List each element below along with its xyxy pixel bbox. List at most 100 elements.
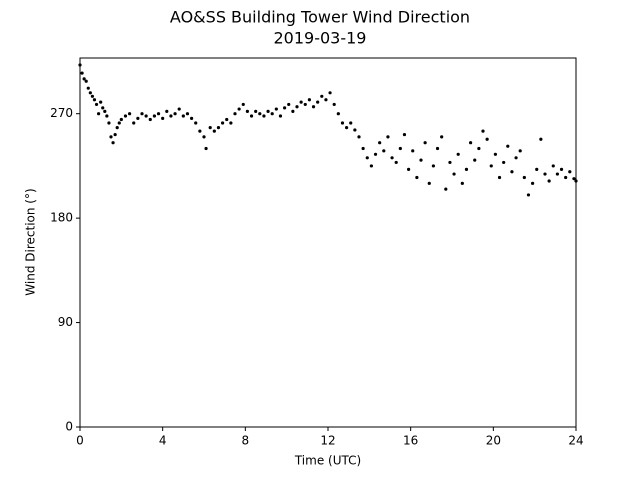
data-point	[572, 177, 576, 181]
data-point	[547, 179, 551, 183]
data-point	[270, 112, 274, 116]
data-point	[136, 116, 140, 120]
data-point	[365, 156, 369, 160]
data-point	[555, 172, 560, 176]
x-tick-label: 16	[403, 434, 418, 448]
data-point	[92, 98, 97, 102]
data-point	[262, 114, 266, 118]
data-point	[295, 105, 299, 109]
data-point	[493, 152, 497, 156]
data-point	[233, 112, 237, 116]
data-point	[216, 126, 221, 130]
data-point	[539, 137, 543, 141]
data-point	[94, 102, 99, 107]
data-point	[423, 141, 427, 145]
data-point	[115, 126, 119, 130]
data-point	[208, 126, 212, 130]
data-point	[444, 187, 448, 191]
x-tick-label: 20	[486, 434, 501, 448]
data-point	[316, 100, 320, 104]
data-point	[82, 77, 86, 81]
x-tick-label: 4	[159, 434, 167, 448]
data-point	[177, 107, 181, 111]
data-point	[477, 146, 481, 151]
data-point	[109, 135, 113, 139]
data-point	[266, 109, 270, 113]
y-tick-label: 180	[50, 211, 73, 225]
x-tick-label: 8	[242, 434, 250, 448]
data-point	[225, 117, 229, 122]
data-point	[278, 114, 283, 118]
data-point	[169, 114, 173, 118]
data-point	[522, 175, 526, 180]
data-point	[535, 167, 539, 171]
data-point	[469, 141, 473, 145]
data-point	[212, 129, 216, 133]
data-point	[101, 106, 105, 110]
data-point	[152, 114, 156, 118]
data-point	[460, 181, 464, 185]
data-point	[373, 152, 378, 156]
data-point	[111, 141, 115, 145]
data-point	[241, 102, 245, 107]
data-point	[489, 164, 493, 168]
data-point	[190, 116, 194, 120]
data-point	[386, 135, 390, 139]
data-point	[148, 117, 152, 122]
data-point	[518, 149, 522, 153]
data-point	[113, 132, 117, 137]
data-point	[551, 164, 555, 168]
data-point	[103, 109, 107, 113]
data-point	[237, 107, 241, 111]
data-point	[402, 132, 407, 137]
data-point	[543, 172, 547, 176]
data-point	[481, 129, 485, 133]
data-point	[283, 106, 287, 110]
data-point	[564, 175, 568, 180]
data-point	[165, 109, 169, 113]
data-point	[526, 193, 531, 197]
data-point	[80, 71, 84, 75]
data-point	[88, 91, 92, 95]
data-point	[161, 116, 165, 120]
data-point	[221, 121, 225, 125]
data-point	[311, 105, 316, 109]
data-point	[132, 121, 136, 125]
data-point	[107, 121, 111, 125]
data-point	[340, 121, 345, 125]
data-point	[531, 181, 535, 185]
data-point	[369, 164, 373, 168]
data-point	[254, 109, 258, 113]
data-point	[274, 107, 278, 111]
data-point	[181, 114, 185, 118]
data-point	[194, 121, 198, 125]
data-point	[506, 144, 510, 148]
data-point	[357, 135, 361, 139]
x-axis-label: Time (UTC)	[294, 454, 361, 468]
data-point	[99, 100, 103, 104]
data-point	[452, 172, 456, 176]
data-point	[448, 160, 452, 165]
data-point	[398, 146, 402, 151]
data-point	[415, 175, 419, 180]
data-point	[123, 114, 128, 118]
data-point	[485, 137, 489, 141]
data-point	[249, 114, 254, 118]
data-point	[245, 109, 249, 113]
data-point	[307, 98, 311, 102]
y-tick-label: 0	[65, 420, 73, 434]
data-point	[353, 128, 357, 132]
x-tick-label: 24	[568, 434, 583, 448]
data-point	[173, 112, 177, 116]
data-point	[144, 114, 148, 118]
data-point	[497, 175, 502, 180]
data-point	[140, 112, 144, 116]
data-point	[128, 112, 132, 116]
data-point	[229, 121, 233, 125]
data-point	[473, 158, 477, 162]
data-point	[198, 129, 202, 133]
data-point	[117, 121, 121, 125]
data-point	[78, 63, 82, 67]
data-point	[502, 160, 506, 165]
